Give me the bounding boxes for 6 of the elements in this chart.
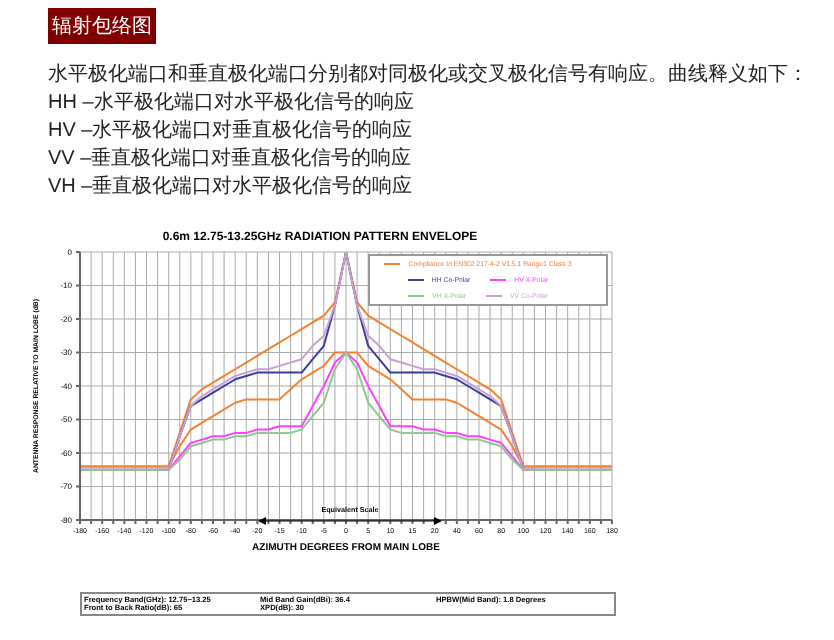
- text: 水平极化端口和垂直极化端口分别都对同极化或交叉极化信号有响应。曲线释义如下：: [48, 61, 808, 88]
- text: HH –水平极化端口对水平极化信号的响应: [48, 89, 414, 116]
- text: HV –水平极化端口对垂直极化信号的响应: [48, 117, 413, 144]
- text: 辐射包络图: [48, 8, 156, 44]
- text: VV –垂直极化端口对垂直极化信号的响应: [48, 145, 412, 172]
- text: VH –垂直极化端口对水平极化信号的响应: [48, 173, 413, 200]
